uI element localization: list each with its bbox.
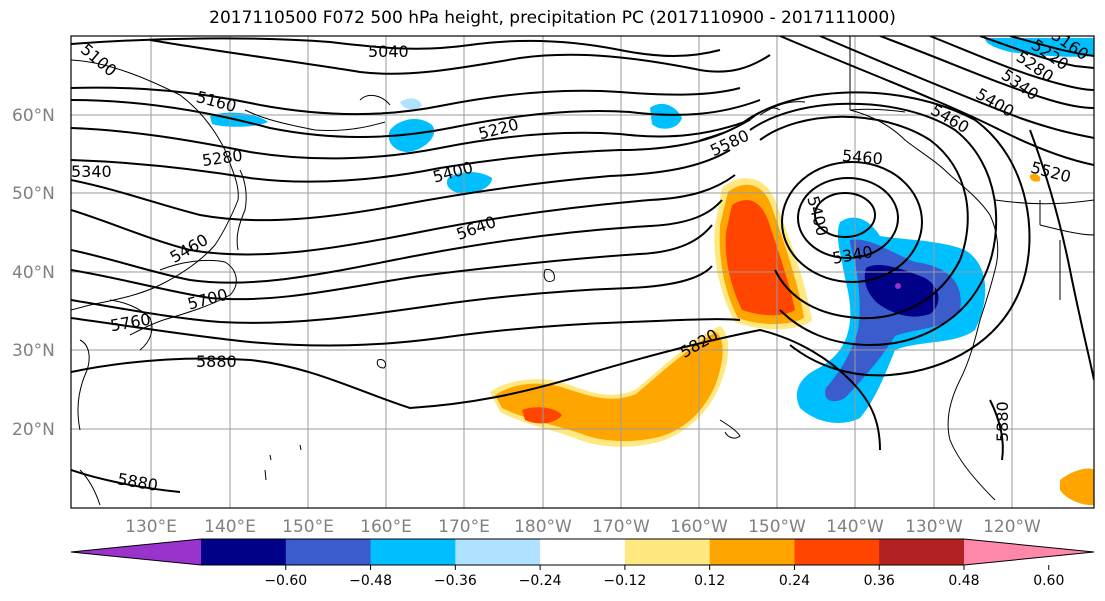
height-contours xyxy=(71,36,1094,493)
lon-label: 150°W xyxy=(748,517,806,537)
lat-label: 50°N xyxy=(12,184,55,204)
colorbar-ticks: −0.60 −0.48 −0.36 −0.24 −0.12 0.12 0.24 0.36 0.4… xyxy=(264,565,1064,589)
colorbar-tick-label: 0.60 xyxy=(1033,573,1064,589)
colorbar-tick-label: −0.12 xyxy=(603,573,646,589)
colorbar-segment xyxy=(285,539,372,565)
colorbar-tick-label: 0.48 xyxy=(948,573,979,589)
colorbar-extend-high xyxy=(964,539,1094,565)
lon-label: 160°W xyxy=(670,517,728,537)
precip-positive-area xyxy=(1029,173,1041,182)
colorbar-tick-label: 0.24 xyxy=(779,573,810,589)
colorbar-extend-low xyxy=(71,539,201,565)
lon-label: 120°W xyxy=(983,517,1041,537)
colorbar-tick-label: 0.12 xyxy=(694,573,725,589)
contour-label: 5340 xyxy=(71,162,112,181)
contour-label: 5040 xyxy=(368,42,409,61)
colorbar-tick-label: −0.24 xyxy=(519,573,562,589)
lon-label: 130°W xyxy=(905,517,963,537)
map-frame xyxy=(70,35,1095,509)
colorbar-tick-label: −0.60 xyxy=(264,573,307,589)
lon-label: 130°E xyxy=(125,517,177,537)
graticule xyxy=(71,36,1094,508)
precip-negative-area xyxy=(650,103,682,129)
lon-label: 180°W xyxy=(514,517,572,537)
colorbar-segment xyxy=(540,539,626,565)
colorbar xyxy=(70,538,1095,566)
lat-label: 60°N xyxy=(12,106,55,126)
colorbar-segment xyxy=(794,539,880,565)
precip-positive-area xyxy=(725,200,795,316)
contour-label: 5880 xyxy=(993,401,1012,442)
map-title: 2017110500 F072 500 hPa height, precipit… xyxy=(209,8,896,28)
colorbar-segment xyxy=(879,539,965,565)
colorbar-tick-label: −0.36 xyxy=(434,573,477,589)
lat-label: 40°N xyxy=(12,263,55,283)
lon-label: 170°W xyxy=(592,517,650,537)
lat-label: 30°N xyxy=(12,341,55,361)
latitude-labels: 60°N 50°N 40°N 30°N 20°N xyxy=(12,106,55,440)
longitude-labels: 130°E 140°E 150°E 160°E 170°E 180°W 170°… xyxy=(125,517,1041,537)
colorbar-segment xyxy=(201,539,287,565)
lon-label: 140°E xyxy=(204,517,256,537)
precip-negative-area xyxy=(895,283,901,289)
contour-label: 5880 xyxy=(196,352,237,371)
colorbar-tick-label: 0.36 xyxy=(864,573,895,589)
colorbar-segment xyxy=(624,539,711,565)
precip-positive-area xyxy=(522,407,562,424)
colorbar-segment xyxy=(455,539,541,565)
colorbar-outline xyxy=(70,538,1095,566)
precip-negative-area xyxy=(400,98,422,110)
precip-positive-area xyxy=(1060,468,1094,506)
lon-label: 140°W xyxy=(826,517,884,537)
lat-label: 20°N xyxy=(12,420,55,440)
lon-label: 170°E xyxy=(438,517,490,537)
lon-label: 160°E xyxy=(360,517,412,537)
colorbar-segment xyxy=(370,539,456,565)
precip-negative-area xyxy=(388,118,435,152)
lon-label: 150°E xyxy=(282,517,334,537)
colorbar-segment xyxy=(709,539,795,565)
colorbar-tick-label: −0.48 xyxy=(349,573,392,589)
contour-label: 5460 xyxy=(841,146,883,168)
precip-negative-area xyxy=(446,172,492,194)
